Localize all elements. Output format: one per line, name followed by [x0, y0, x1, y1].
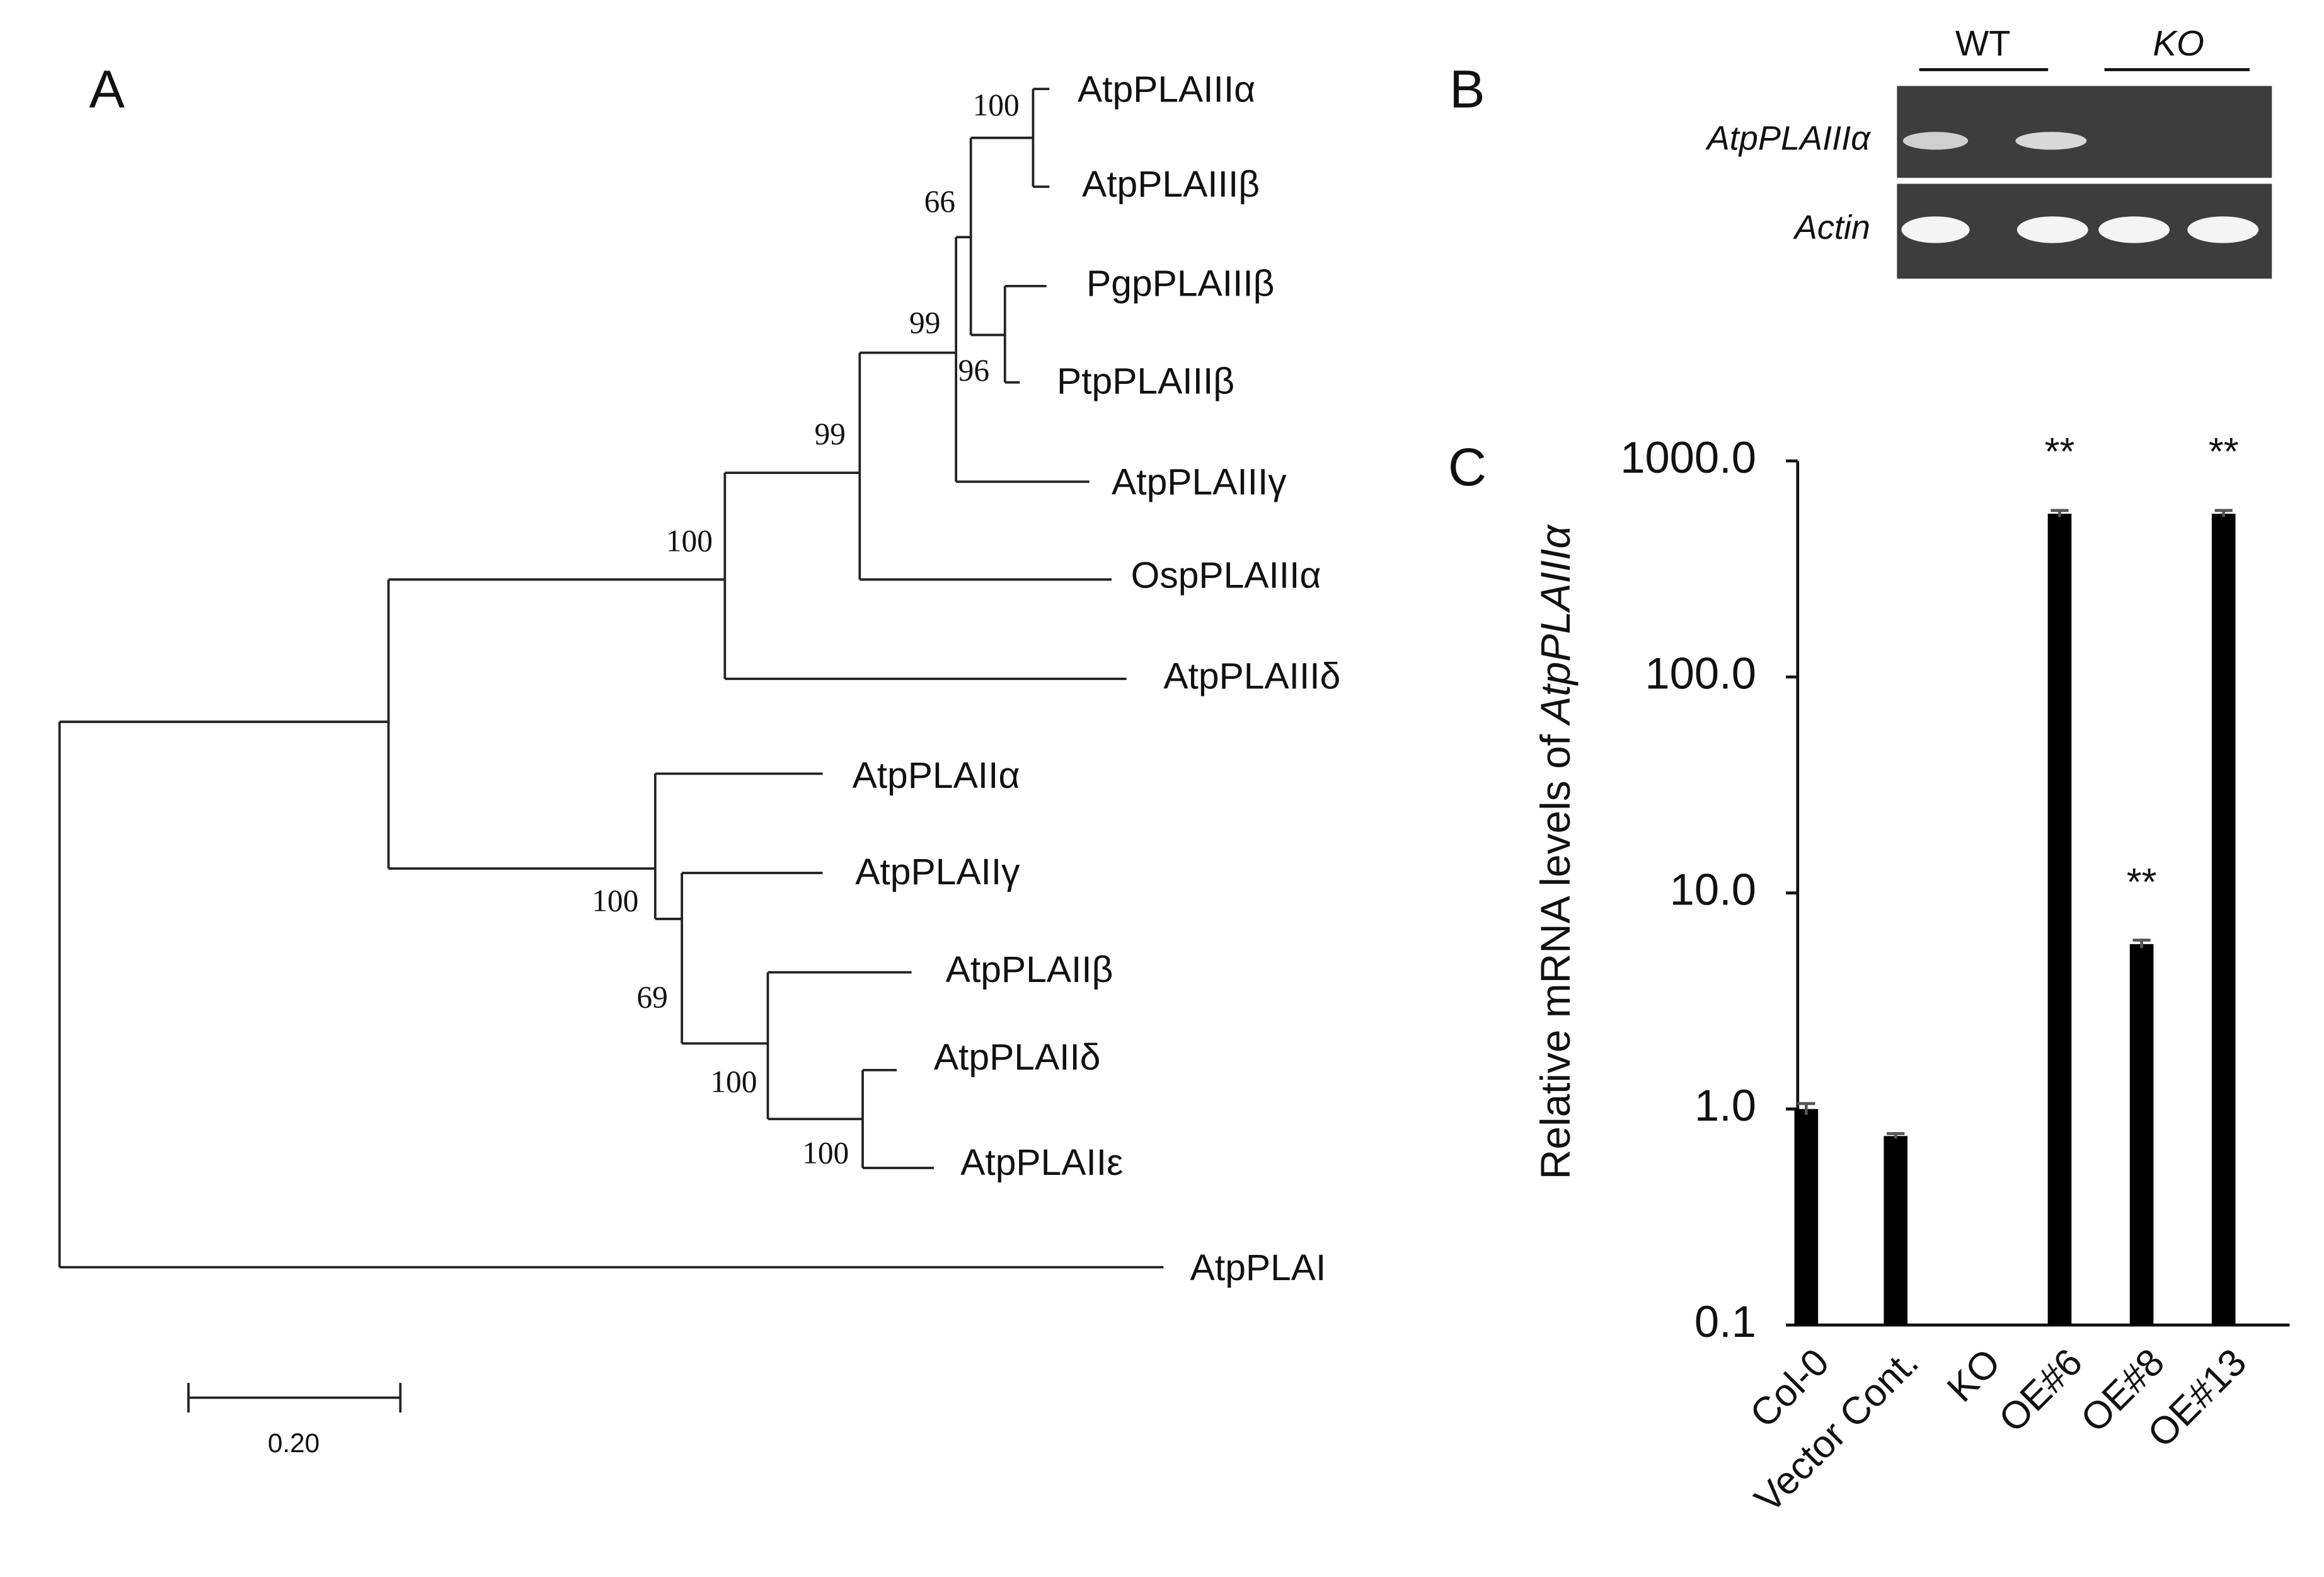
leaf-label: PtpPLAIIIβ [1057, 361, 1234, 402]
gel-lane-row [1897, 86, 2272, 178]
y-tick-label: 1.0 [1694, 1080, 1756, 1130]
row-label: AtpPLAIIIα [1705, 120, 1872, 158]
gel-band [2098, 216, 2170, 243]
tree-branches [58, 88, 1164, 1412]
bootstrap-value: 100 [802, 1136, 849, 1170]
gel-band [1902, 132, 1969, 150]
error-bar [1887, 1132, 1905, 1139]
error-bar [2051, 509, 2069, 517]
gel: WT KO AtpPLAIIIα Actin [1705, 23, 2272, 279]
bar [2211, 513, 2236, 1326]
leaf-label: AtpPLAIIIα [1078, 69, 1255, 110]
x-tick-label: OE#6 [1991, 1340, 2091, 1440]
leaf-label: AtpPLAIIδ [934, 1037, 1101, 1078]
group-label: KO [2153, 23, 2204, 63]
panel-label: B [1449, 59, 1485, 119]
bootstrap-value: 100 [973, 88, 1020, 122]
error-bar [2214, 509, 2233, 517]
leaf-label: OspPLAIIIα [1131, 555, 1321, 596]
gel-band [2015, 132, 2087, 150]
leaf-label: AtpPLAIIε [960, 1142, 1123, 1183]
bootstrap-value: 99 [909, 306, 940, 340]
gel-band [2016, 216, 2088, 243]
significance: ** [2209, 430, 2239, 473]
y-tick-label: 0.1 [1694, 1297, 1756, 1346]
bootstrap-value: 100 [592, 884, 638, 918]
bootstrap-value: 100 [666, 523, 713, 558]
y-axis-title: Relative mRNA levels of AtpPLAIIIα [1533, 524, 1579, 1180]
leaf-label: AtpPLAIIIγ [1112, 461, 1287, 502]
bootstrap-value: 99 [815, 417, 846, 451]
error-bar [2132, 939, 2151, 949]
leaf-label: AtpPLAIIIβ [1082, 164, 1260, 205]
group-label: WT [1955, 23, 2011, 63]
y-tick-label: 100.0 [1645, 649, 1756, 698]
y-tick-label: 1000.0 [1620, 432, 1756, 482]
gel-band [2187, 216, 2259, 243]
leaf-label: AtpPLAI [1190, 1247, 1326, 1288]
panel-label: C [1448, 437, 1487, 497]
bootstrap-value: 100 [710, 1065, 757, 1099]
leaf-label: AtpPLAIIγ [855, 852, 1020, 892]
leaf-label: AtpPLAIIβ [946, 949, 1113, 990]
row-label: Actin [1793, 209, 1870, 246]
y-axis-title-text: Relative mRNA levels of [1533, 734, 1579, 1179]
bar [1794, 1109, 1819, 1326]
leaf-label: AtpPLAIIα [853, 755, 1020, 796]
bar [2047, 513, 2072, 1326]
leaf-label: PgpPLAIIIβ [1086, 263, 1274, 304]
leaf-label: AtpPLAIIIδ [1163, 656, 1340, 697]
significance: ** [2045, 430, 2075, 473]
bar [1884, 1136, 1908, 1326]
bootstrap-value: 66 [924, 184, 955, 219]
scale-label: 0.20 [268, 1428, 319, 1458]
y-axis-title-gene: AtpPLAIIIα [1533, 524, 1579, 727]
bootstrap-value: 69 [636, 980, 667, 1015]
error-bar [1797, 1102, 1815, 1115]
bar [2129, 944, 2154, 1326]
gel-band [1901, 216, 1970, 243]
x-tick-label: KO [1939, 1340, 2009, 1410]
bootstrap-value: 96 [958, 353, 989, 388]
y-tick-label: 10.0 [1670, 864, 1756, 914]
significance: ** [2127, 860, 2157, 903]
panel-label: A [89, 59, 125, 119]
